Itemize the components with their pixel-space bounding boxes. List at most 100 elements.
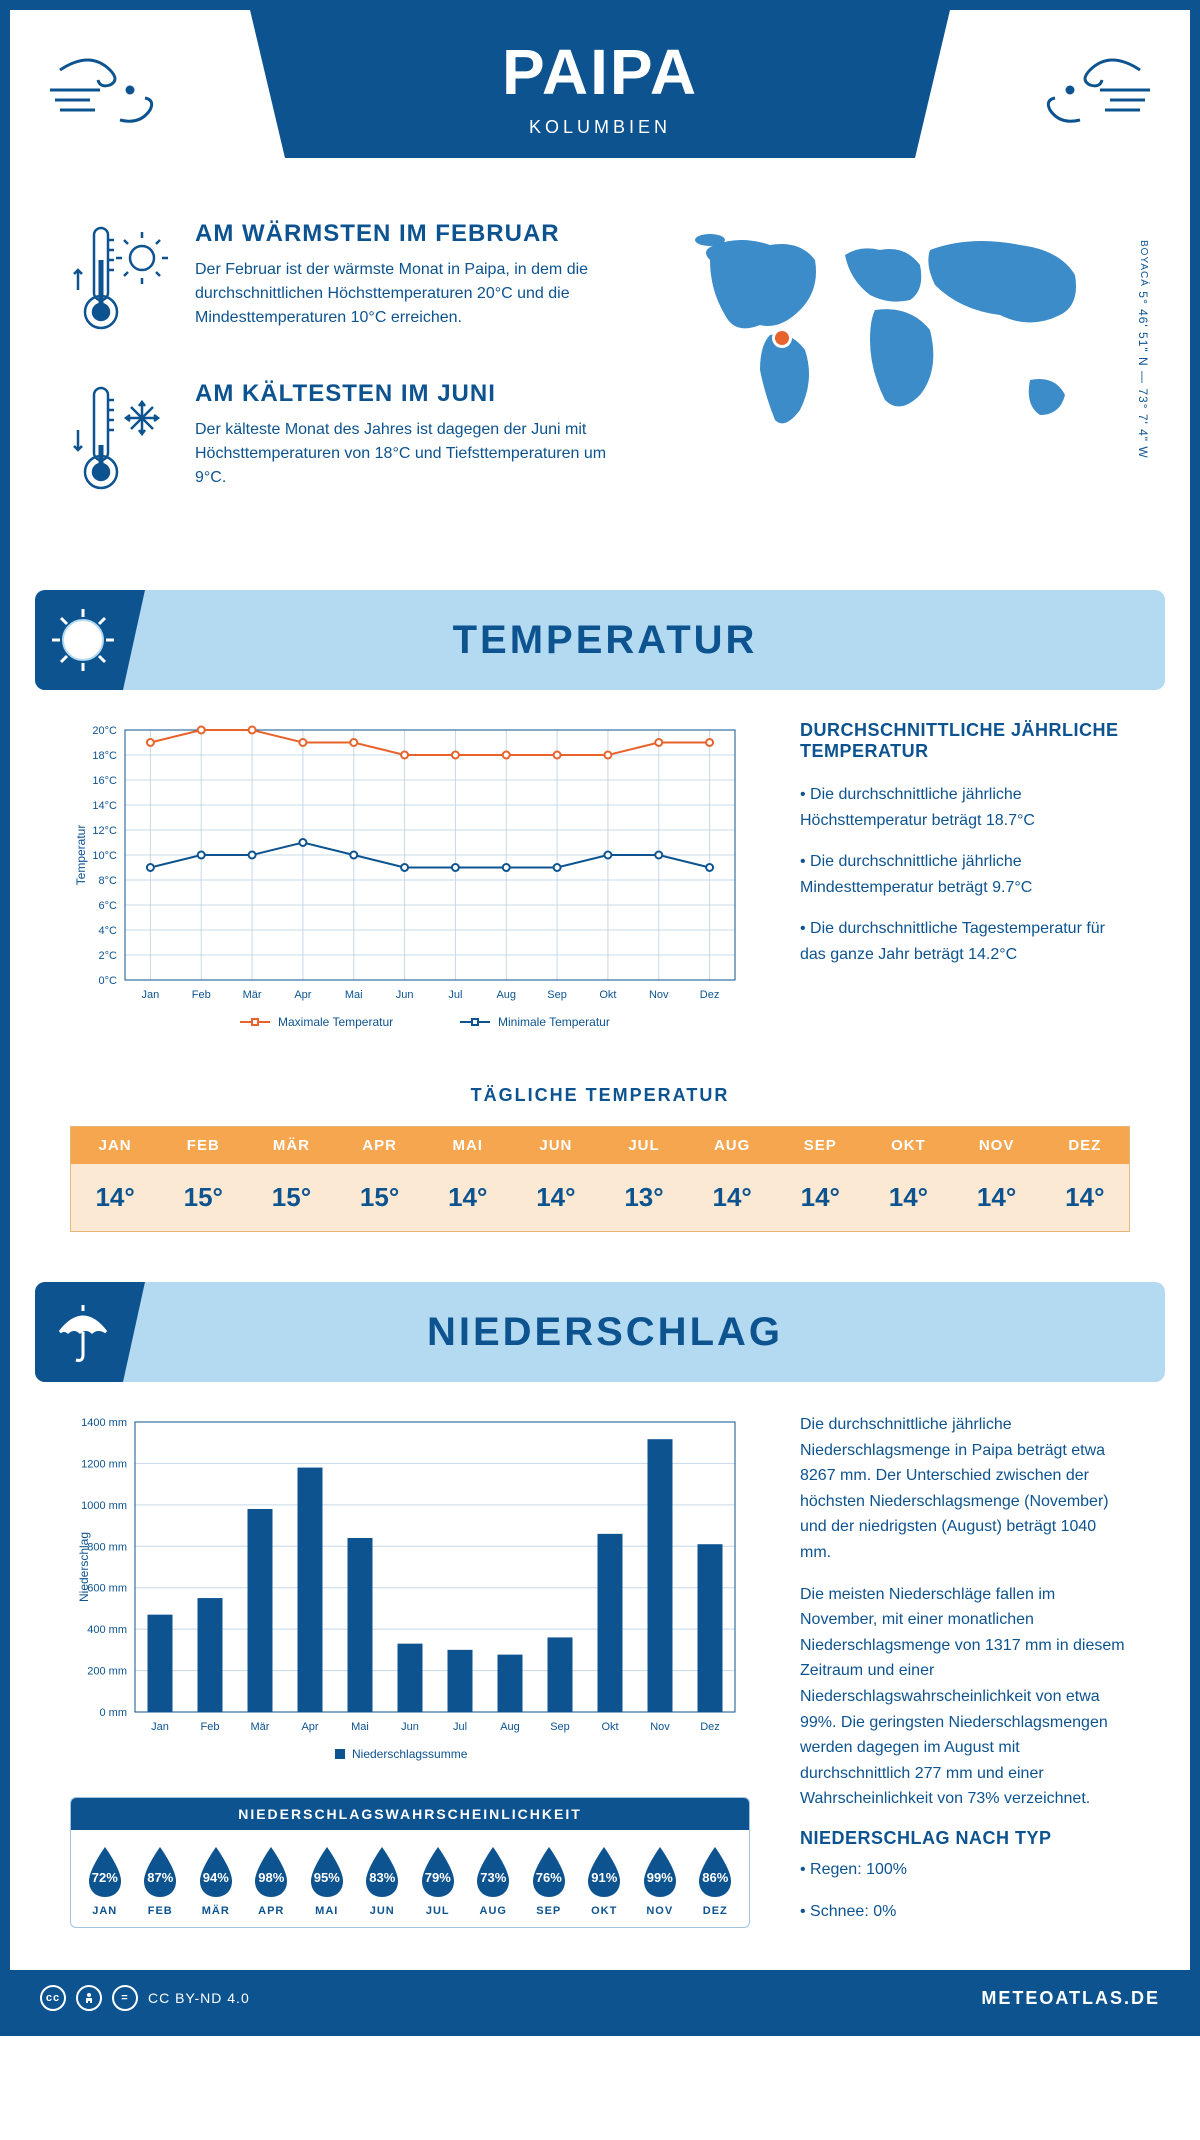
probability-item: 99% NOV <box>634 1845 686 1917</box>
raindrop-icon: 73% <box>471 1845 515 1899</box>
daily-temp-cell: 14° <box>512 1164 600 1232</box>
daily-temp-title: TÄGLICHE TEMPERATUR <box>70 1085 1130 1106</box>
umbrella-icon <box>35 1282 145 1382</box>
probability-month: DEZ <box>690 1905 742 1917</box>
svg-text:1000 mm: 1000 mm <box>81 1500 127 1512</box>
probability-item: 76% SEP <box>523 1845 575 1917</box>
by-icon <box>76 1985 102 2011</box>
svg-text:Aug: Aug <box>500 1721 520 1733</box>
svg-text:1400 mm: 1400 mm <box>81 1417 127 1429</box>
probability-month: JUN <box>357 1905 409 1917</box>
svg-text:Jan: Jan <box>151 1721 169 1733</box>
svg-text:16°C: 16°C <box>92 775 117 787</box>
svg-text:Nov: Nov <box>650 1721 670 1733</box>
coldest-title: AM KÄLTESTEN IM JUNI <box>195 380 620 408</box>
site-name: METEOATLAS.DE <box>981 1988 1160 2009</box>
daily-month-header: FEB <box>159 1127 247 1165</box>
svg-text:Jul: Jul <box>448 989 462 1001</box>
probability-title: NIEDERSCHLAGSWAHRSCHEINLICHKEIT <box>71 1798 749 1830</box>
svg-text:0°C: 0°C <box>99 975 118 987</box>
svg-text:Dez: Dez <box>700 1721 720 1733</box>
svg-text:Dez: Dez <box>700 989 720 1001</box>
svg-text:Feb: Feb <box>192 989 211 1001</box>
temperature-title: TEMPERATUR <box>145 618 1165 663</box>
precip-p2: Die meisten Niederschläge fallen im Nove… <box>800 1582 1130 1812</box>
warmest-text: Der Februar ist der wärmste Monat in Pai… <box>195 258 620 330</box>
world-map-panel: BOYACÁ 5° 46' 51" N — 73° 7' 4" W <box>660 220 1130 540</box>
temp-info-p1: • Die durchschnittliche jährliche Höchst… <box>800 782 1130 833</box>
nd-icon: = <box>112 1985 138 2011</box>
probability-month: JUL <box>412 1905 464 1917</box>
probability-value: 72% <box>92 1870 118 1885</box>
license-text: CC BY-ND 4.0 <box>148 1990 250 2006</box>
warmest-title: AM WÄRMSTEN IM FEBRUAR <box>195 220 620 248</box>
svg-text:1200 mm: 1200 mm <box>81 1458 127 1470</box>
svg-text:18°C: 18°C <box>92 750 117 762</box>
probability-item: 79% JUL <box>412 1845 464 1917</box>
probability-month: FEB <box>135 1905 187 1917</box>
probability-value: 86% <box>702 1870 728 1885</box>
probability-month: MAI <box>301 1905 353 1917</box>
raindrop-icon: 94% <box>194 1845 238 1899</box>
daily-month-header: MÄR <box>247 1127 335 1165</box>
thermometer-snow-icon <box>70 380 170 505</box>
daily-month-header: JAN <box>71 1127 160 1165</box>
daily-temp-cell: 15° <box>247 1164 335 1232</box>
daily-temp-cell: 14° <box>424 1164 512 1232</box>
svg-text:Aug: Aug <box>496 989 516 1001</box>
precipitation-title: NIEDERSCHLAG <box>145 1310 1165 1355</box>
probability-item: 87% FEB <box>135 1845 187 1917</box>
cc-icon: cc <box>40 1985 66 2011</box>
daily-month-header: NOV <box>953 1127 1041 1165</box>
svg-text:Apr: Apr <box>301 1721 318 1733</box>
svg-text:600 mm: 600 mm <box>87 1583 127 1595</box>
temperature-section: 0°C2°C4°C6°C8°C10°C12°C14°C16°C18°C20°CJ… <box>10 700 1190 1075</box>
precip-type-heading: NIEDERSCHLAG NACH TYP <box>800 1828 1130 1849</box>
daily-temp-cell: 14° <box>776 1164 864 1232</box>
raindrop-icon: 72% <box>83 1845 127 1899</box>
svg-text:Okt: Okt <box>599 989 616 1001</box>
daily-temp-cell: 14° <box>864 1164 952 1232</box>
raindrop-icon: 98% <box>249 1845 293 1899</box>
svg-text:Okt: Okt <box>601 1721 618 1733</box>
temp-info-p3: • Die durchschnittliche Tagestemperatur … <box>800 916 1130 967</box>
svg-text:Apr: Apr <box>294 989 311 1001</box>
raindrop-icon: 87% <box>138 1845 182 1899</box>
raindrop-icon: 91% <box>582 1845 626 1899</box>
header: PAIPA KOLUMBIEN <box>10 10 1190 190</box>
raindrop-icon: 83% <box>360 1845 404 1899</box>
probability-month: APR <box>246 1905 298 1917</box>
page-subtitle: KOLUMBIEN <box>250 117 950 138</box>
wind-icon <box>40 40 170 145</box>
precip-type-rain: • Regen: 100% <box>800 1857 1130 1883</box>
temperature-line-chart: 0°C2°C4°C6°C8°C10°C12°C14°C16°C18°C20°CJ… <box>70 720 750 1045</box>
license-block: cc = CC BY-ND 4.0 <box>40 1985 250 2011</box>
temperature-info: DURCHSCHNITTLICHE JÄHRLICHE TEMPERATUR •… <box>800 720 1130 1045</box>
wind-icon <box>1030 40 1160 145</box>
svg-text:Sep: Sep <box>550 1721 570 1733</box>
probability-month: AUG <box>468 1905 520 1917</box>
probability-value: 79% <box>425 1870 451 1885</box>
intro-section: AM WÄRMSTEN IM FEBRUAR Der Februar ist d… <box>10 190 1190 580</box>
raindrop-icon: 95% <box>305 1845 349 1899</box>
temp-info-p2: • Die durchschnittliche jährliche Mindes… <box>800 849 1130 900</box>
probability-month: NOV <box>634 1905 686 1917</box>
daily-temp-cell: 14° <box>953 1164 1041 1232</box>
daily-temp-cell: 14° <box>71 1164 160 1232</box>
raindrop-icon: 99% <box>638 1845 682 1899</box>
probability-value: 91% <box>591 1870 617 1885</box>
svg-text:Jun: Jun <box>401 1721 419 1733</box>
temp-info-heading: DURCHSCHNITTLICHE JÄHRLICHE TEMPERATUR <box>800 720 1130 762</box>
probability-month: MÄR <box>190 1905 242 1917</box>
probability-month: JAN <box>79 1905 131 1917</box>
world-map-icon <box>660 220 1130 455</box>
probability-month: OKT <box>579 1905 631 1917</box>
probability-month: SEP <box>523 1905 575 1917</box>
probability-item: 94% MÄR <box>190 1845 242 1917</box>
svg-text:Mär: Mär <box>243 989 262 1001</box>
svg-text:Niederschlag: Niederschlag <box>77 1532 91 1602</box>
daily-temp-cell: 14° <box>688 1164 776 1232</box>
probability-value: 83% <box>369 1870 395 1885</box>
precip-p1: Die durchschnittliche jährliche Niedersc… <box>800 1412 1130 1566</box>
coldest-block: AM KÄLTESTEN IM JUNI Der kälteste Monat … <box>70 380 620 505</box>
